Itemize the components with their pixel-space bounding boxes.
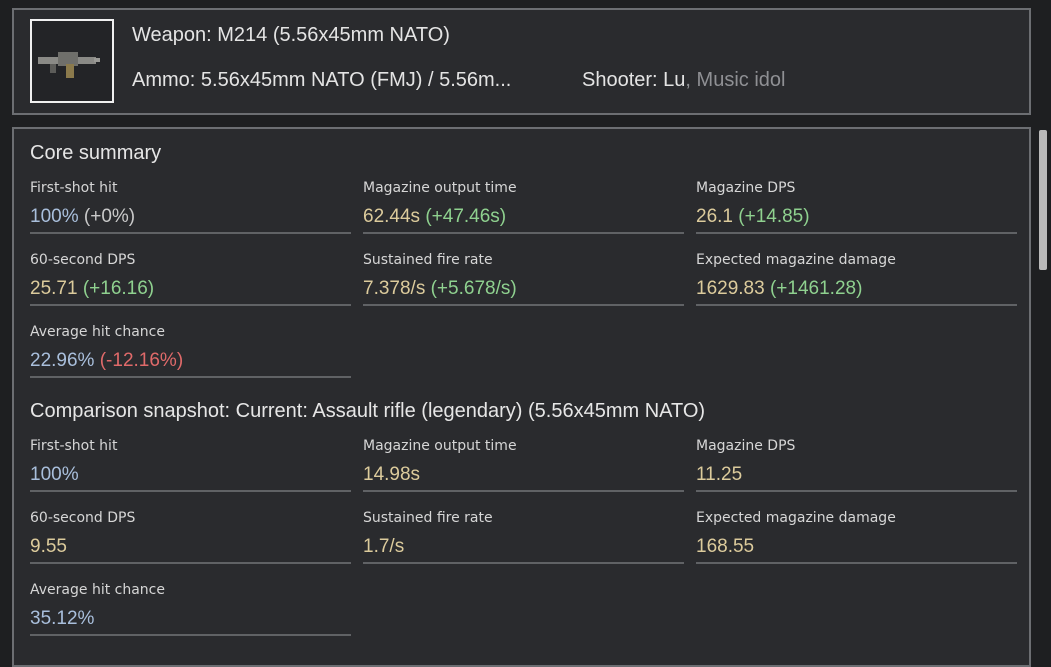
stat-rule (696, 304, 1017, 306)
value: 9.55 (30, 536, 67, 557)
stat-label: Magazine DPS (696, 180, 796, 196)
delta: (+5.678/s) (430, 278, 517, 299)
value: 11.25 (696, 464, 743, 485)
stat-label: 60-second DPS (30, 510, 136, 526)
value: 168.55 (696, 536, 755, 557)
stat-rule (363, 304, 684, 306)
delta: (+1461.28) (769, 278, 863, 299)
stat-rule (363, 232, 684, 234)
stat-label: Sustained fire rate (363, 252, 493, 268)
stat-rule (30, 634, 351, 636)
stat-rule (696, 562, 1017, 564)
value: 1.7/s (363, 536, 405, 557)
stat-rule (30, 304, 351, 306)
value: 25.71 (30, 278, 78, 299)
delta: (+14.85) (738, 206, 810, 227)
stat-value: 7.378/s (+5.678/s) (363, 279, 517, 298)
stat-label: Magazine DPS (696, 438, 796, 454)
stat-rule (30, 376, 351, 378)
stat-label: Sustained fire rate (363, 510, 493, 526)
stat-value: 168.55 (696, 537, 754, 556)
value: 7.378/s (363, 278, 426, 299)
stat-value: 100% (30, 465, 79, 484)
delta: (+16.16) (82, 278, 155, 299)
delta: (+47.46s) (425, 206, 507, 227)
stat-value: 1629.83 (+1461.28) (696, 279, 862, 298)
stat-value: 14.98s (363, 465, 420, 484)
stat-value: 35.12% (30, 609, 94, 628)
stat-value: 62.44s (+47.46s) (363, 207, 506, 226)
stat-value: 25.71 (+16.16) (30, 279, 154, 298)
stats-panel (12, 127, 1031, 667)
value: 1629.83 (696, 278, 765, 299)
shooter-role: , Music idol (685, 69, 786, 91)
stat-label: Expected magazine damage (696, 252, 896, 268)
header-panel (12, 8, 1031, 115)
value: 14.98s (363, 464, 421, 485)
value: 35.12% (30, 608, 95, 629)
weapon-name: Weapon: M214 (5.56x45mm NATO) (132, 24, 450, 46)
scrollbar (1039, 130, 1047, 270)
stat-value: 100% (+0%) (30, 207, 135, 226)
value: 100% (30, 206, 79, 227)
value: 22.96% (30, 350, 95, 371)
stat-label: Average hit chance (30, 324, 165, 340)
value: 100% (30, 464, 79, 485)
stat-value: 11.25 (696, 465, 742, 484)
stat-label: First-shot hit (30, 438, 118, 454)
shooter-name: Shooter: Lu (582, 69, 686, 91)
stat-label: 60-second DPS (30, 252, 136, 268)
stat-rule (363, 490, 684, 492)
shooter: Shooter: Lu, Music idol (582, 70, 785, 90)
stat-rule (30, 562, 351, 564)
stat-label: Magazine output time (363, 180, 517, 196)
value: 26.1 (696, 206, 733, 227)
section-title: Core summary (30, 142, 162, 164)
stat-rule (30, 490, 351, 492)
stat-value: 26.1 (+14.85) (696, 207, 810, 226)
stat-value: 22.96% (-12.16%) (30, 351, 183, 370)
stat-value: 9.55 (30, 537, 67, 556)
value: 62.44s (363, 206, 421, 227)
stat-label: Expected magazine damage (696, 510, 896, 526)
ammo: Ammo: 5.56x45mm NATO (FMJ) / 5.56m... (132, 69, 512, 91)
weapon-icon (30, 19, 114, 103)
stat-rule (696, 232, 1017, 234)
stat-rule (363, 562, 684, 564)
delta: (-12.16%) (99, 350, 184, 371)
section-title: Comparison snapshot: Current: Assault ri… (30, 400, 706, 422)
stat-label: First-shot hit (30, 180, 118, 196)
stat-rule (30, 232, 351, 234)
stat-label: Average hit chance (30, 582, 165, 598)
stat-rule (696, 490, 1017, 492)
delta: (+0%) (83, 206, 136, 227)
stat-value: 1.7/s (363, 537, 404, 556)
stat-label: Magazine output time (363, 438, 517, 454)
